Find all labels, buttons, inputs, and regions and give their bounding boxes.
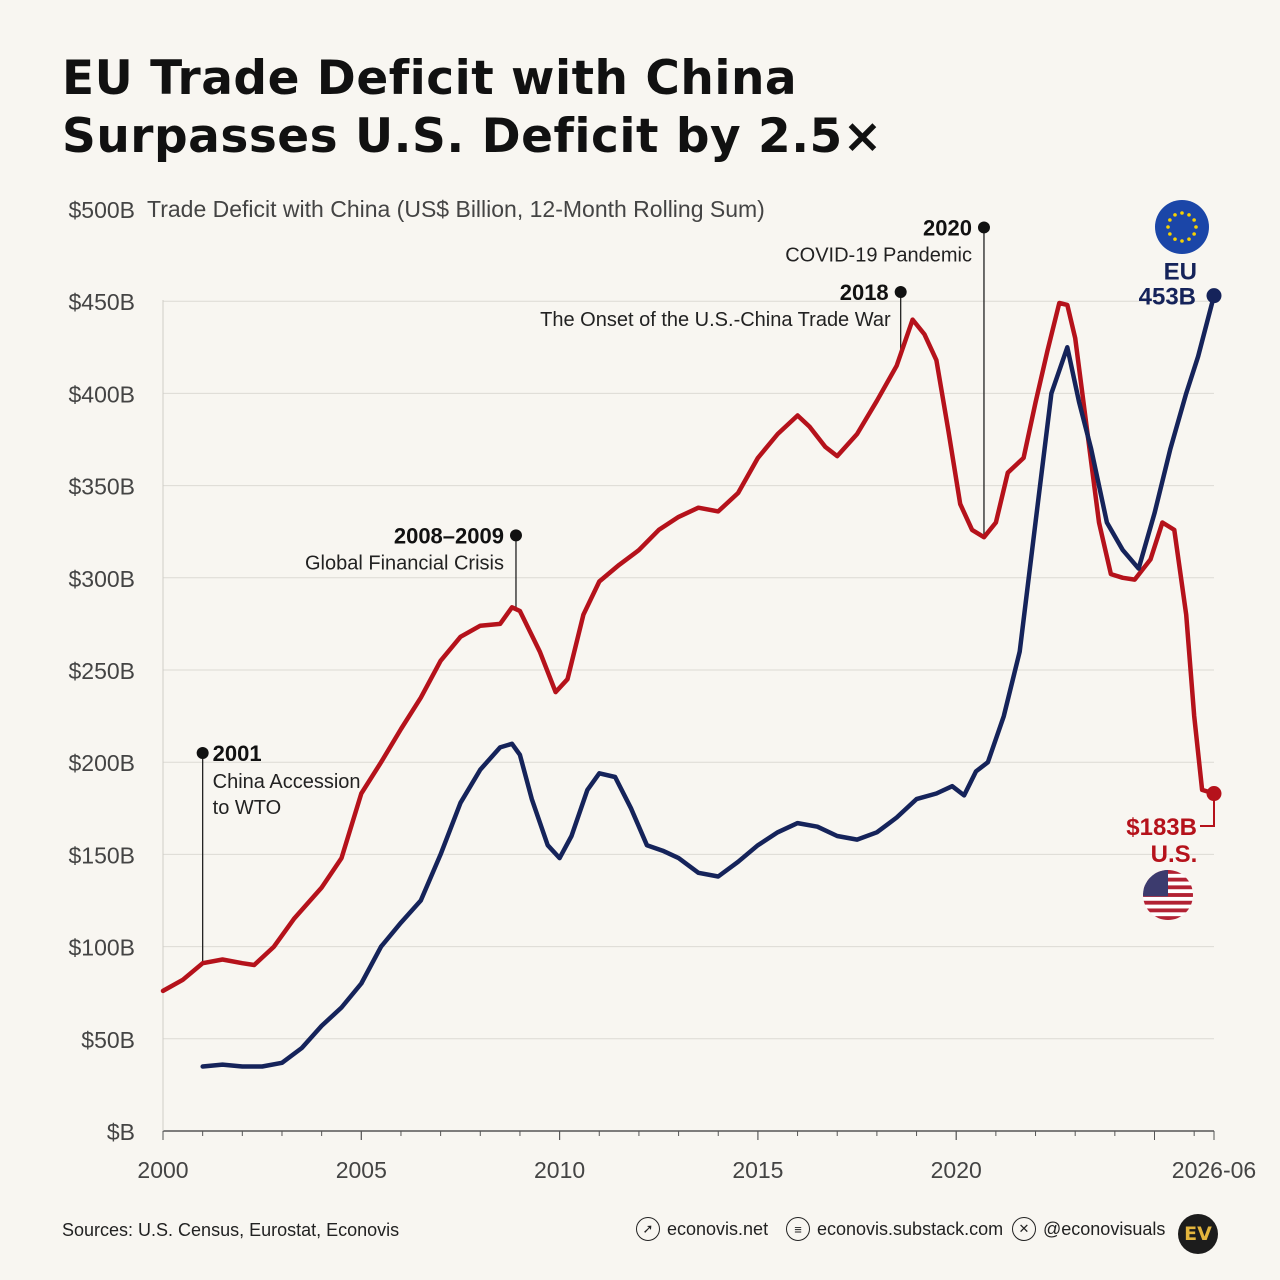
cursor-icon: ➚: [636, 1217, 660, 1241]
series-value-label-us: $183B: [1126, 814, 1197, 841]
us-flag-stripe: [1143, 900, 1193, 905]
website-label: econovis.net: [667, 1218, 769, 1239]
substack-label: econovis.substack.com: [817, 1218, 1004, 1239]
eu-flag-star: [1180, 239, 1184, 243]
y-axis-title: Trade Deficit with China (US$ Billion, 1…: [147, 196, 765, 222]
series-end-point-eu: [1206, 288, 1222, 304]
sources-text: Sources: U.S. Census, Eurostat, Econovis: [62, 1220, 400, 1240]
x-label: @econovisuals: [1043, 1218, 1166, 1239]
us-flag-stripe: [1143, 908, 1193, 913]
y-tick-label: $B: [107, 1119, 135, 1145]
series-label-eu: EU: [1164, 259, 1197, 286]
y-tick-label: $350B: [68, 474, 135, 500]
website-link[interactable]: ➚ econovis.net: [636, 1217, 768, 1241]
annotation-text: Global Financial Crisis: [305, 552, 504, 574]
y-tick-label: $200B: [68, 750, 135, 776]
eu-flag-star: [1192, 232, 1196, 236]
eu-flag-star: [1168, 232, 1172, 236]
annotation-year: 2008–2009: [394, 523, 504, 548]
series-label-us: U.S.: [1151, 841, 1198, 868]
title-line-2: Surpasses U.S. Deficit by 2.5×: [62, 109, 883, 164]
eu-flag-star: [1187, 237, 1191, 241]
us-flag-icon: [1143, 870, 1193, 920]
series-value-label-eu: 453B: [1139, 284, 1196, 311]
x-tick-label: 2010: [534, 1157, 585, 1183]
us-flag-canton: [1143, 870, 1168, 897]
y-tick-label: $450B: [68, 289, 135, 315]
series-line-us: [160, 300, 1217, 994]
annotation-dot: [894, 285, 907, 298]
annotation-year: 2020: [923, 215, 972, 240]
eu-flag-star: [1187, 213, 1191, 217]
substack-icon: ≡: [786, 1217, 810, 1241]
x-tick-label: 2015: [732, 1157, 783, 1183]
y-tick-label: $50B: [81, 1027, 135, 1053]
x-tick-label: 2026-06: [1172, 1157, 1256, 1183]
chart-title: EU Trade Deficit with China Surpasses U.…: [62, 50, 883, 166]
y-tick-label: $250B: [68, 658, 135, 684]
y-tick-label: $150B: [68, 842, 135, 868]
title-line-1: EU Trade Deficit with China: [62, 51, 798, 106]
eu-flag-star: [1168, 218, 1172, 222]
eu-flag-star: [1194, 225, 1198, 229]
annotation-dot: [196, 746, 209, 759]
y-tick-label: $500B: [68, 197, 135, 223]
x-icon: ✕: [1012, 1217, 1036, 1241]
x-tick-label: 2020: [931, 1157, 982, 1183]
x-tick-label: 2000: [137, 1157, 188, 1183]
x-link[interactable]: ✕ @econovisuals: [1012, 1217, 1165, 1241]
y-tick-label: $400B: [68, 381, 135, 407]
eu-flag-star: [1173, 213, 1177, 217]
x-tick-label: 2005: [336, 1157, 387, 1183]
eu-flag-icon: [1155, 200, 1209, 254]
y-tick-label: $100B: [68, 935, 135, 961]
annotation-dot: [509, 529, 522, 542]
us-flag-stripe: [1143, 916, 1193, 920]
y-tick-label: $300B: [68, 566, 135, 592]
annotation-text: COVID-19 Pandemic: [785, 244, 972, 266]
annotation-text: The Onset of the U.S.-China Trade War: [540, 309, 891, 331]
annotation-year: 2018: [840, 280, 889, 305]
annotation-text: China Accession: [213, 771, 361, 793]
eu-flag-star: [1180, 211, 1184, 215]
annotation-year: 2001: [213, 741, 262, 766]
annotation-dot: [977, 221, 990, 234]
annotation-text: to WTO: [213, 797, 282, 819]
substack-link[interactable]: ≡ econovis.substack.com: [786, 1217, 1003, 1241]
us-label-connector: [1200, 793, 1215, 827]
eu-flag-star: [1192, 218, 1196, 222]
series-line-eu: [200, 293, 1217, 1069]
eu-flag-star: [1166, 225, 1170, 229]
eu-flag-star: [1173, 237, 1177, 241]
econovis-logo: EV: [1178, 1214, 1218, 1254]
